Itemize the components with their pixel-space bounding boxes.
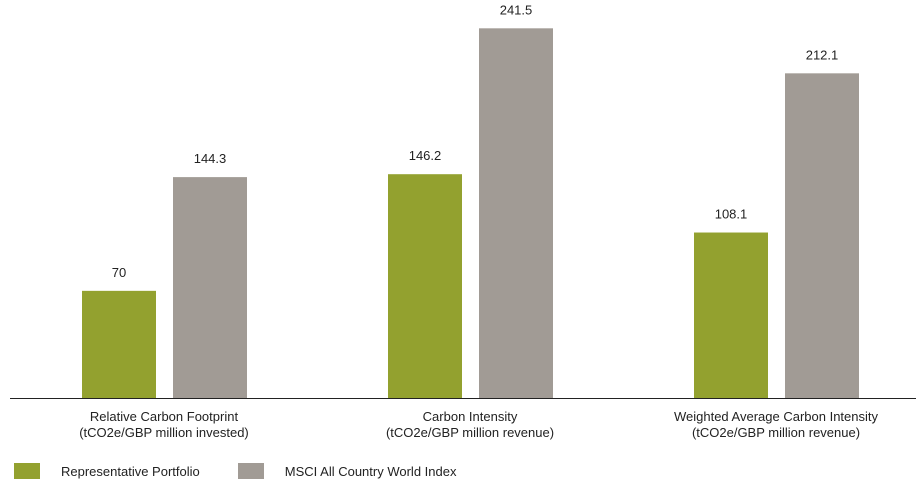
bar-index-3 [785,73,859,398]
category-label-3: Weighted Average Carbon Intensity (tCO2e/… [674,409,879,440]
data-label-portfolio-3: 108.1 [715,207,748,222]
bar-index-2 [479,28,553,398]
data-label-index-1: 144.3 [194,151,227,166]
bar-portfolio-1 [82,290,156,398]
category-label-2: Carbon Intensity (tCO2e/GBP million reven… [386,409,554,440]
data-label-portfolio-2: 146.2 [409,148,442,163]
bar-portfolio-2 [388,174,462,398]
legend-item-portfolio: Representative Portfolio [14,463,200,479]
data-label-index-2: 241.5 [500,2,533,17]
data-label-index-3: 212.1 [806,47,839,62]
data-label-portfolio-1: 70 [112,265,126,280]
category-label-1: Relative Carbon Footprint (tCO2e/GBP mill… [79,409,249,440]
legend-swatch-index [237,463,264,479]
legend: Representative Portfolio MSCI All Countr… [14,460,494,482]
bar-index-1 [173,177,247,398]
legend-item-index: MSCI All Country World Index [237,463,457,479]
legend-label-portfolio: Representative Portfolio [61,463,200,479]
legend-label-index: MSCI All Country World Index [284,463,457,479]
legend-swatch-portfolio [14,463,40,479]
bar-portfolio-3 [694,232,768,398]
